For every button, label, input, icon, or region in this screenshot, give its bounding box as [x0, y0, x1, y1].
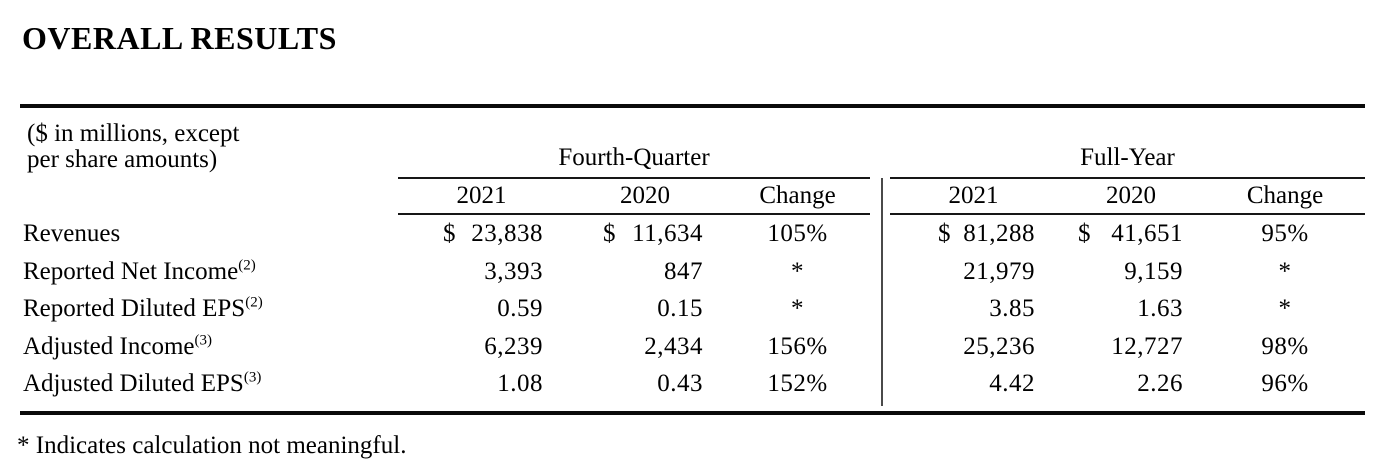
- fq-2020-value: 2,434: [644, 332, 703, 360]
- fq-change-value: 105%: [767, 220, 828, 247]
- fourth-quarter-subheader-row: 2021 2020 Change: [398, 179, 870, 212]
- group-header-fourth-quarter: Fourth-Quarter: [558, 144, 710, 171]
- row-label: Revenues: [20, 215, 398, 253]
- currency-symbol: $: [603, 220, 616, 247]
- section-gap: [870, 328, 890, 366]
- fq-change-value: 156%: [767, 332, 828, 360]
- table-row-reported-net-income: Reported Net Income(2) 3,393 847 * 21,97…: [20, 253, 1365, 291]
- row-label: Adjusted Diluted EPS(3): [20, 365, 398, 403]
- table-row-reported-diluted-eps: Reported Diluted EPS(2) 0.59 0.15 * 3.85…: [20, 290, 1365, 328]
- full-year-subheader-underline: [890, 213, 1365, 215]
- footnote-ref: (2): [238, 257, 256, 274]
- fy-change-value: *: [1278, 257, 1292, 285]
- fq-2020-value: 847: [664, 257, 703, 285]
- column-header-2020: 2020: [1106, 182, 1156, 209]
- fq-change-value: *: [791, 257, 804, 285]
- fourth-quarter-subheader-underline: [398, 213, 870, 215]
- fq-change-value: *: [791, 295, 804, 322]
- row-label-text: Revenues: [23, 220, 121, 247]
- fq-2020-value: $11,634: [565, 215, 725, 253]
- section-gap: [870, 253, 890, 291]
- currency-symbol: $: [443, 220, 456, 247]
- fy-change-value: 98%: [1261, 332, 1309, 360]
- fourth-quarter-header-underline: [398, 177, 870, 179]
- fy-2021-value: 25,236: [963, 332, 1035, 360]
- bottom-rule: [20, 411, 1365, 415]
- table-row-adjusted-diluted-eps: Adjusted Diluted EPS(3) 1.08 0.43 152% 4…: [20, 365, 1365, 403]
- fy-2020-value: 2.26: [1137, 370, 1183, 397]
- fy-2021-value: $81,288: [890, 215, 1057, 253]
- fy-2020-value: 1.63: [1137, 295, 1183, 322]
- full-year-header-underline: [890, 177, 1365, 179]
- currency-symbol: $: [938, 220, 951, 247]
- row-label-text: Adjusted Diluted EPS: [23, 370, 244, 397]
- footnote-ref: (3): [243, 369, 262, 386]
- column-header-change: Change: [1246, 182, 1324, 209]
- footnote-ref: (3): [194, 332, 212, 349]
- fq-change-value: 152%: [767, 370, 828, 397]
- column-header-2020: 2020: [620, 182, 670, 209]
- column-header-2021: 2021: [948, 182, 999, 209]
- section-gap: [870, 290, 890, 328]
- row-label-text: Reported Diluted EPS: [23, 295, 246, 322]
- fy-change-value: 95%: [1261, 220, 1309, 247]
- currency-symbol: $: [1078, 220, 1091, 247]
- fy-2021-value: 21,979: [963, 257, 1035, 285]
- fy-2020-value: $41,651: [1057, 215, 1205, 253]
- units-note: ($ in millions, except per share amounts…: [27, 121, 357, 173]
- row-label-text: Adjusted Income: [23, 332, 195, 360]
- row-label: Reported Net Income(2): [20, 253, 398, 291]
- column-header-change: Change: [759, 182, 836, 209]
- table-row-adjusted-income: Adjusted Income(3) 6,239 2,434 156% 25,2…: [20, 328, 1365, 366]
- section-divider: [881, 178, 883, 406]
- fy-2021-value: 4.42: [989, 370, 1035, 397]
- results-table-body: Revenues $23,838 $11,634 105% $81,288 $4…: [20, 215, 1365, 403]
- fq-2021-value: 3,393: [484, 257, 543, 285]
- row-label-text: Reported Net Income: [23, 257, 239, 285]
- section-gap: [870, 215, 890, 253]
- fy-change-value: *: [1278, 295, 1292, 322]
- fy-2020-value: 9,159: [1124, 257, 1183, 285]
- footnote: * Indicates calculation not meaningful.: [17, 432, 407, 459]
- group-header-full-year: Full-Year: [1080, 144, 1175, 171]
- fq-2021-value: 0.59: [497, 295, 543, 322]
- fq-2021-value: 1.08: [497, 370, 543, 397]
- fy-change-value: 96%: [1261, 370, 1309, 397]
- fq-2020-value: 0.15: [657, 295, 703, 322]
- fq-2021-value: $23,838: [398, 215, 565, 253]
- fy-2020-value: 12,727: [1111, 332, 1183, 360]
- units-note-line1: ($ in millions, except: [27, 120, 240, 147]
- table-row-revenues: Revenues $23,838 $11,634 105% $81,288 $4…: [20, 215, 1365, 253]
- units-note-line2: per share amounts): [27, 146, 218, 173]
- full-year-subheader-row: 2021 2020 Change: [890, 179, 1365, 212]
- top-rule: [20, 104, 1365, 108]
- page-title: OVERALL RESULTS: [22, 20, 337, 56]
- column-header-2021: 2021: [456, 182, 507, 209]
- row-label: Adjusted Income(3): [20, 328, 398, 366]
- footnote-ref: (2): [245, 294, 263, 311]
- row-label: Reported Diluted EPS(2): [20, 290, 398, 328]
- fq-2020-value: 0.43: [657, 370, 703, 397]
- fq-2021-value: 6,239: [484, 332, 543, 360]
- section-gap: [870, 365, 890, 403]
- fy-2021-value: 3.85: [989, 295, 1035, 322]
